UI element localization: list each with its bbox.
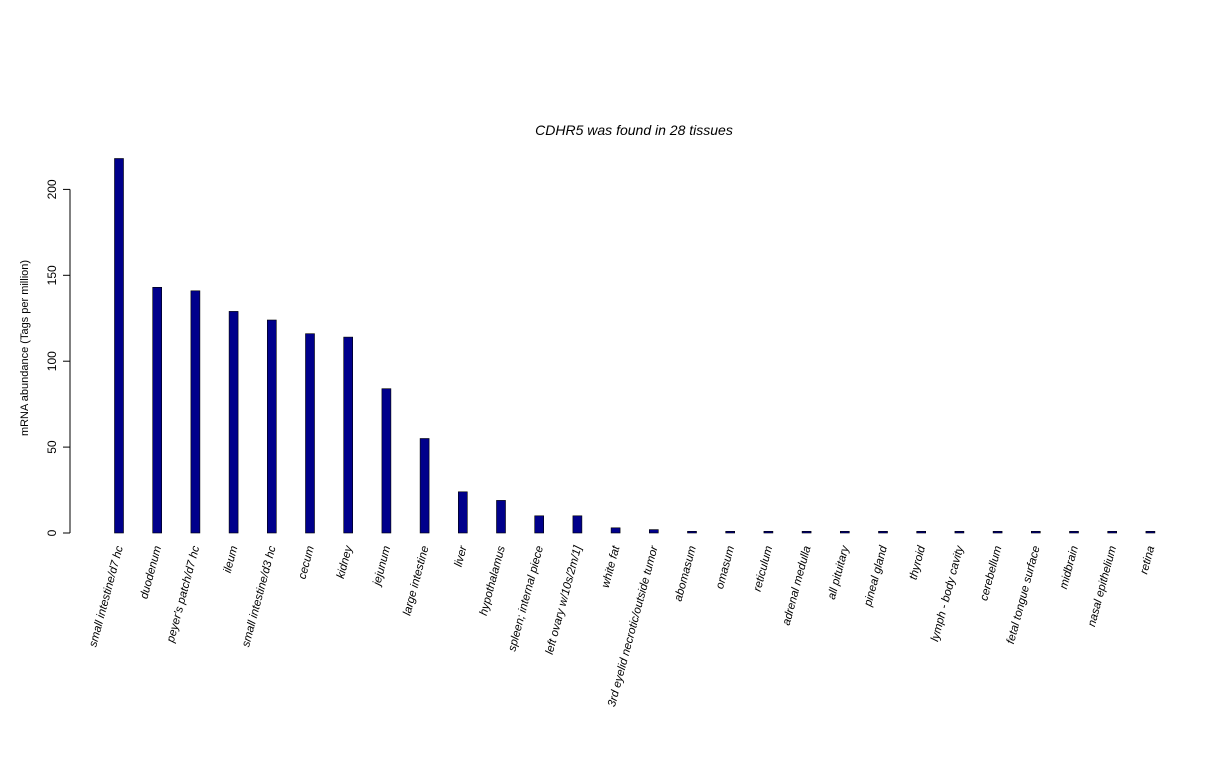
category-label: kidney bbox=[335, 543, 356, 579]
bar-19 bbox=[839, 530, 850, 534]
category-label: retina bbox=[1138, 545, 1157, 576]
bar-18 bbox=[801, 530, 812, 534]
bar-14 bbox=[648, 529, 659, 534]
bar-20 bbox=[878, 530, 888, 534]
y-tick-label: 200 bbox=[45, 179, 59, 199]
y-tick-label: 50 bbox=[45, 440, 59, 454]
bar-27 bbox=[1145, 530, 1156, 534]
y-axis-label: mRNA abundance (Tags per million) bbox=[19, 260, 31, 436]
category-label: small intestine/d3 hc bbox=[240, 544, 279, 648]
y-tick-label: 100 bbox=[45, 351, 59, 371]
bar-24 bbox=[1031, 530, 1041, 534]
bar-5 bbox=[305, 333, 315, 534]
bar-1 bbox=[152, 286, 162, 534]
bar-4 bbox=[266, 319, 277, 534]
bar-0 bbox=[114, 158, 124, 534]
category-label: liver bbox=[453, 544, 470, 569]
category-label: omasum bbox=[714, 544, 737, 590]
bar-26 bbox=[1107, 530, 1117, 534]
x-axis-category-labels: small intestine/d7 hc duodenum peyer's pat… bbox=[87, 543, 1157, 708]
category-label: nasal epithelium bbox=[1086, 544, 1119, 628]
category-label: large intestine bbox=[401, 545, 431, 617]
category-label: midbrain bbox=[1058, 545, 1081, 591]
category-label: left ovary w/10s/2m/1] bbox=[544, 544, 585, 656]
bar-15 bbox=[687, 530, 697, 534]
bar-25 bbox=[1069, 530, 1079, 534]
bar-23 bbox=[992, 530, 1003, 534]
category-label: jejunum bbox=[371, 544, 394, 588]
bar-22 bbox=[954, 530, 965, 534]
category-label: fetal tongue surface bbox=[1005, 545, 1043, 646]
bar-6 bbox=[343, 336, 354, 534]
category-label: small intestine/d7 hc bbox=[87, 544, 126, 648]
category-label: pineal gland bbox=[862, 544, 890, 609]
category-label: lymph - body cavity bbox=[929, 543, 966, 642]
bar-7 bbox=[381, 388, 392, 534]
chart-title: CDHR5 was found in 28 tissues bbox=[535, 122, 733, 138]
category-label: white fat bbox=[600, 544, 623, 589]
category-label: all pituitary bbox=[826, 543, 852, 600]
bar-21 bbox=[916, 530, 927, 534]
category-label: spleen; internal piece bbox=[506, 545, 546, 653]
y-tick-label: 0 bbox=[45, 529, 59, 536]
category-label: thyroid bbox=[908, 544, 929, 581]
category-label: cecum bbox=[297, 544, 317, 580]
category-label: abomasum bbox=[673, 544, 699, 602]
category-label: hypothalamus bbox=[478, 544, 508, 617]
category-label: cerebellum bbox=[978, 544, 1004, 602]
category-label: ileum bbox=[222, 544, 241, 574]
bar-17 bbox=[763, 530, 774, 534]
y-tick-label: 150 bbox=[45, 265, 59, 285]
bar-16 bbox=[725, 530, 736, 534]
bar-9 bbox=[457, 491, 468, 534]
bar-2 bbox=[190, 290, 201, 534]
bar-10 bbox=[496, 500, 506, 534]
bar-11 bbox=[534, 515, 545, 534]
y-axis-ticks: 0 50 100 150 200 bbox=[45, 179, 70, 536]
category-label: reticulum bbox=[752, 544, 776, 593]
category-label: peyer's patch/d7 hc bbox=[165, 544, 203, 644]
category-label: duodenum bbox=[138, 544, 164, 600]
bar-3 bbox=[228, 311, 239, 534]
bar-12 bbox=[572, 515, 583, 534]
bar-13 bbox=[610, 527, 621, 534]
bar-8 bbox=[419, 438, 430, 534]
category-label: adrenal medulla bbox=[781, 545, 814, 627]
bar-series bbox=[114, 158, 1156, 534]
